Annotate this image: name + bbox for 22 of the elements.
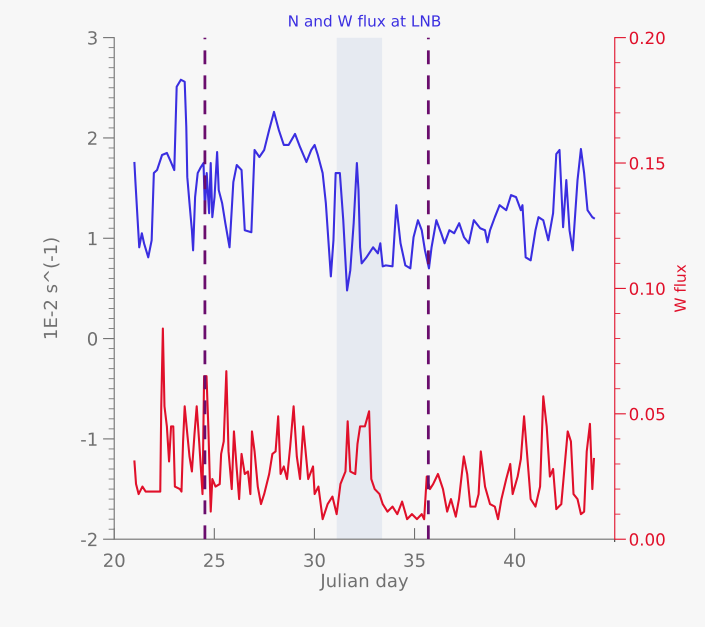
line-series bbox=[133, 328, 595, 520]
x-tick-label: 40 bbox=[504, 553, 525, 568]
y-axis-title: 1E-2 s^(-1) bbox=[43, 238, 60, 338]
y-tick-label: 3 bbox=[88, 31, 97, 45]
y-tick-label: 2 bbox=[88, 131, 96, 145]
x-tick-label: 30 bbox=[304, 553, 325, 568]
y-tick-label: 1 bbox=[88, 232, 97, 246]
y2-tick-label: 0.20 bbox=[630, 32, 665, 44]
y2-axis-title: W flux bbox=[674, 264, 686, 312]
y-tick-label: -1 bbox=[81, 432, 97, 446]
x-tick-label: 25 bbox=[204, 553, 224, 568]
y2-tick-label: 0.05 bbox=[630, 408, 664, 420]
chart-title: N and W flux at LNB bbox=[289, 14, 440, 27]
x-tick-label: 20 bbox=[104, 553, 124, 568]
y2-tick-label: 0.10 bbox=[630, 282, 665, 295]
y2-tick-label: 0.15 bbox=[630, 156, 664, 170]
y2-tick-label: 0.00 bbox=[630, 533, 665, 546]
y-tick-label: -2 bbox=[81, 532, 96, 546]
x-axis-title: Julian day bbox=[319, 573, 408, 591]
y-tick-label: 0 bbox=[88, 332, 98, 346]
x-tick-label: 35 bbox=[404, 553, 424, 568]
line-series bbox=[133, 78, 595, 292]
